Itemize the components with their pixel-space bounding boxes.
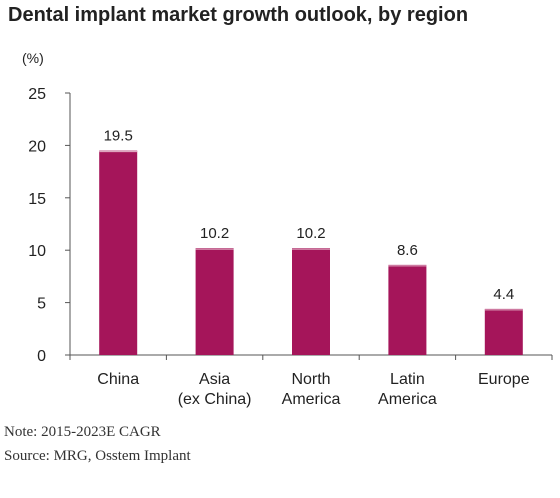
y-axis-unit-label: (%) [22, 50, 44, 66]
bar [292, 248, 330, 355]
data-label: 10.2 [200, 225, 229, 242]
data-label: 19.5 [104, 128, 133, 145]
category-label-line: (ex China) [178, 391, 252, 408]
chart-source: Source: MRG, Osstem Implant [4, 448, 191, 464]
category-label-line: China [97, 371, 139, 388]
category-label: Asia (ex China) [178, 371, 252, 408]
bar [484, 308, 523, 355]
category-label-line: Latin [390, 371, 425, 388]
category-label-line: America [378, 391, 437, 408]
chart-labels: 19.5 China 10.2 Asia (ex China) 10.2 North Amer… [97, 128, 529, 408]
data-label: 4.4 [493, 286, 514, 303]
category-label: China [97, 371, 139, 388]
y-tick-label: 20 [28, 138, 46, 155]
chart-axes: 0 5 10 15 20 25 [28, 86, 553, 365]
category-label: Latin America [378, 371, 437, 408]
category-label: Europe [478, 371, 530, 388]
y-tick-label: 10 [28, 243, 46, 260]
chart-title: Dental implant market growth outlook, by… [8, 4, 469, 26]
chart-note: Note: 2015-2023E CAGR [4, 424, 161, 440]
bar [195, 248, 234, 355]
y-tick-label: 0 [37, 348, 46, 365]
y-tick-label: 5 [37, 296, 46, 313]
bar [99, 150, 138, 355]
category-label-line: Asia [199, 371, 230, 388]
y-tick-label: 25 [28, 86, 46, 103]
category-label-line: North [291, 371, 330, 388]
data-label: 10.2 [296, 225, 325, 242]
category-label: North America [282, 371, 341, 408]
y-tick-label: 15 [28, 191, 46, 208]
data-label: 8.6 [397, 242, 418, 259]
bar [388, 264, 427, 355]
category-label-line: America [282, 391, 341, 408]
category-label-line: Europe [478, 371, 530, 388]
chart-bars [99, 150, 523, 355]
